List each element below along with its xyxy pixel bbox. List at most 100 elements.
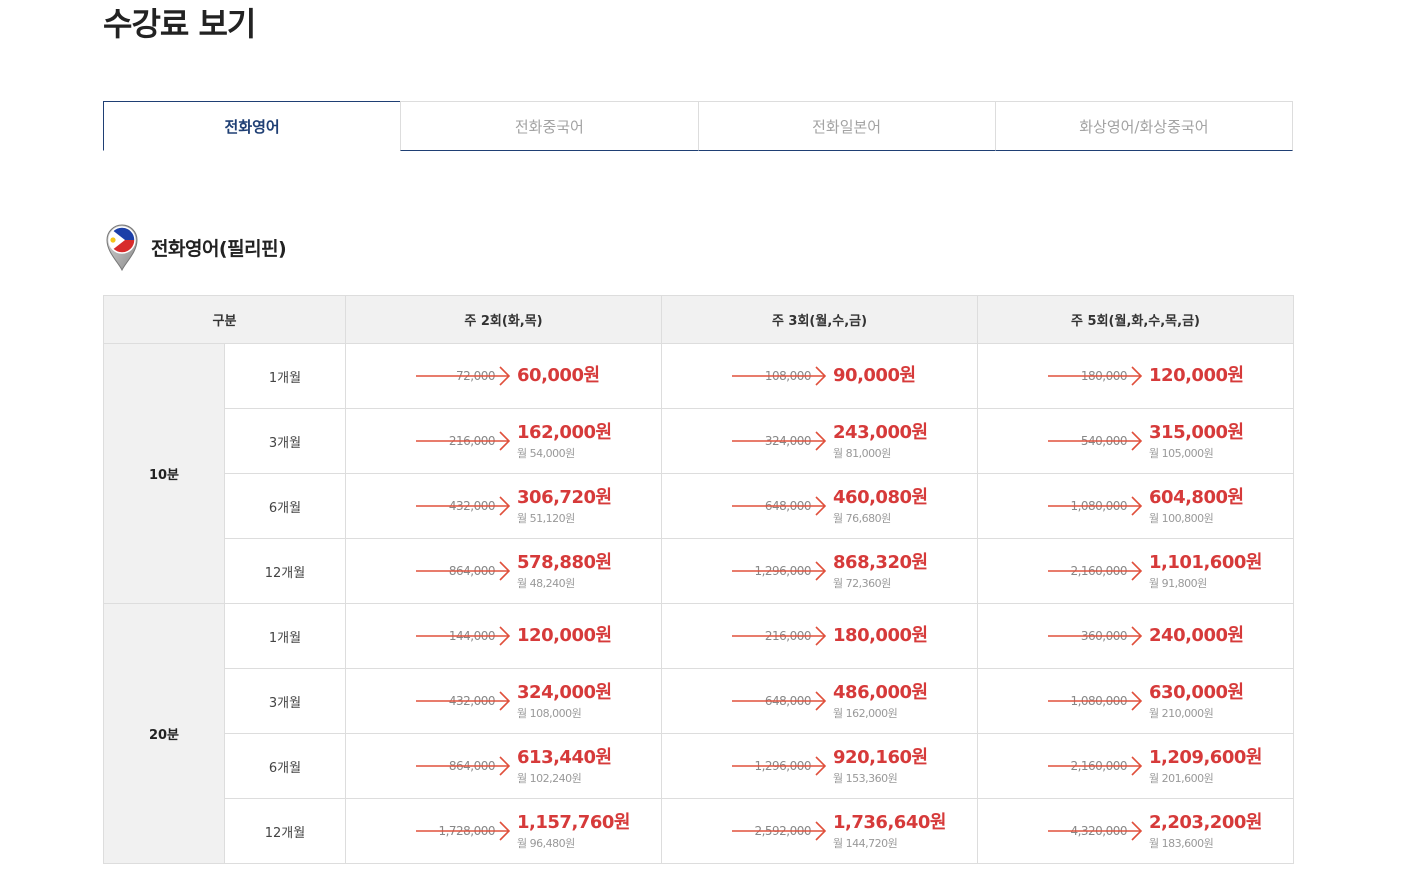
discounted-price: 1,209,600원 <box>1149 746 1262 768</box>
price-group: 2,592,000 1,736,640원 월 144,720원 <box>732 799 946 863</box>
original-price: 2,160,000 <box>1048 756 1144 776</box>
tab-phone-japanese[interactable]: 전화일본어 <box>697 101 996 151</box>
price-group: 1,296,000 920,160원 월 153,360원 <box>732 734 928 798</box>
strike-arrow-icon <box>1048 431 1143 451</box>
original-price: 216,000 <box>732 626 828 646</box>
original-price: 1,296,000 <box>732 756 828 776</box>
original-price: 324,000 <box>732 431 828 451</box>
monthly-price: 월 81,000원 <box>833 446 891 460</box>
price-cell: 2,592,000 1,736,640원 월 144,720원 <box>661 798 979 864</box>
price-group: 864,000 578,880원 월 48,240원 <box>416 539 612 603</box>
period-label: 6개월 <box>223 473 347 539</box>
monthly-price: 월 183,600원 <box>1149 836 1214 850</box>
discounted-price: 630,000원 <box>1149 681 1244 703</box>
strike-arrow-icon <box>416 821 511 841</box>
strike-arrow-icon <box>732 561 827 581</box>
price-group: 648,000 460,080원 월 76,680원 <box>732 474 928 538</box>
table-header-row: 구분 주 2회(화,목) 주 3회(월,수,금) 주 5회(월,화,수,목,금) <box>102 295 1295 344</box>
strike-arrow-icon <box>732 626 827 646</box>
final-price: 120,000원 <box>517 625 612 647</box>
monthly-price: 월 201,600원 <box>1149 771 1214 785</box>
monthly-price: 월 100,800원 <box>1149 511 1214 525</box>
original-price: 72,000 <box>416 366 512 386</box>
monthly-price: 월 144,720원 <box>833 836 898 850</box>
discounted-price: 868,320원 <box>833 551 928 573</box>
strike-arrow-icon <box>416 691 511 711</box>
table-row: 3개월 432,000 324,000원 월 108,000원 648,000 486,0… <box>104 668 1295 734</box>
original-price: 4,320,000 <box>1048 821 1144 841</box>
price-group: 108,000 90,000원 <box>732 344 916 408</box>
price-cell: 864,000 613,440원 월 102,240원 <box>345 733 663 799</box>
original-price: 216,000 <box>416 431 512 451</box>
original-price: 540,000 <box>1048 431 1144 451</box>
discounted-price: 460,080원 <box>833 486 928 508</box>
monthly-price: 월 72,360원 <box>833 576 891 590</box>
price-group: 144,000 120,000원 <box>416 604 612 668</box>
table-row: 20분 1개월 144,000 120,000원 216,000 180,000원 360,… <box>103 603 1295 864</box>
discounted-price: 120,000원 <box>517 625 612 646</box>
strike-arrow-icon <box>416 366 511 386</box>
duration-label: 20분 <box>103 603 225 864</box>
strike-arrow-icon <box>416 756 511 776</box>
monthly-price: 월 51,120원 <box>517 511 575 525</box>
strike-arrow-icon <box>1048 366 1143 386</box>
price-cell: 144,000 120,000원 <box>345 603 663 669</box>
tab-phone-chinese[interactable]: 전화중국어 <box>400 101 699 151</box>
discounted-price: 180,000원 <box>833 625 928 646</box>
table-row: 6개월 432,000 306,720원 월 51,120원 648,000 460,08… <box>104 473 1295 539</box>
price-group: 2,160,000 1,101,600원 월 91,800원 <box>1048 539 1262 603</box>
price-cell: 216,000 180,000원 <box>661 603 979 669</box>
language-tabs: 전화영어 전화중국어 전화일본어 화상영어/화상중국어 <box>103 101 1293 151</box>
discounted-price: 90,000원 <box>833 365 916 386</box>
tab-video-english-chinese[interactable]: 화상영어/화상중국어 <box>994 101 1293 151</box>
section-header: 전화영어(필리핀) <box>103 222 287 272</box>
final-price: 613,440원 월 102,240원 <box>517 747 612 786</box>
original-price: 432,000 <box>416 691 512 711</box>
strike-arrow-icon <box>416 431 511 451</box>
table-row: 3개월 216,000 162,000원 월 54,000원 324,000 243,00… <box>104 408 1295 474</box>
original-price: 360,000 <box>1048 626 1144 646</box>
discounted-price: 120,000원 <box>1149 365 1244 386</box>
price-cell: 1,296,000 920,160원 월 153,360원 <box>661 733 979 799</box>
discounted-price: 1,101,600원 <box>1149 551 1262 573</box>
discounted-price: 1,157,760원 <box>517 811 630 833</box>
final-price: 630,000원 월 210,000원 <box>1149 682 1244 721</box>
discounted-price: 315,000원 <box>1149 421 1244 443</box>
price-group: 72,000 60,000원 <box>416 344 600 408</box>
header-twice-weekly: 주 2회(화,목) <box>345 295 663 344</box>
tab-phone-english[interactable]: 전화영어 <box>103 101 402 151</box>
discounted-price: 240,000원 <box>1149 625 1244 646</box>
monthly-price: 월 108,000원 <box>517 706 582 720</box>
monthly-price: 월 102,240원 <box>517 771 582 785</box>
discounted-price: 324,000원 <box>517 681 612 703</box>
original-price: 648,000 <box>732 496 828 516</box>
monthly-price: 월 54,000원 <box>517 446 575 460</box>
discounted-price: 920,160원 <box>833 746 928 768</box>
monthly-price: 월 105,000원 <box>1149 446 1214 460</box>
price-group: 864,000 613,440원 월 102,240원 <box>416 734 612 798</box>
monthly-price: 월 48,240원 <box>517 576 575 590</box>
period-label: 1개월 <box>223 343 347 409</box>
price-cell: 1,296,000 868,320원 월 72,360원 <box>661 538 979 604</box>
final-price: 120,000원 <box>1149 365 1244 387</box>
monthly-price: 월 96,480원 <box>517 836 575 850</box>
price-group: 216,000 180,000원 <box>732 604 928 668</box>
price-cell: 72,000 60,000원 <box>345 343 663 409</box>
strike-arrow-icon <box>1048 756 1143 776</box>
price-cell: 4,320,000 2,203,200원 월 183,600원 <box>977 798 1295 864</box>
original-price: 1,728,000 <box>416 821 512 841</box>
discounted-price: 162,000원 <box>517 421 612 443</box>
page-title: 수강료 보기 <box>103 5 256 43</box>
discounted-price: 1,736,640원 <box>833 811 946 833</box>
price-cell: 1,080,000 604,800원 월 100,800원 <box>977 473 1295 539</box>
final-price: 60,000원 <box>517 365 600 387</box>
final-price: 604,800원 월 100,800원 <box>1149 487 1244 526</box>
